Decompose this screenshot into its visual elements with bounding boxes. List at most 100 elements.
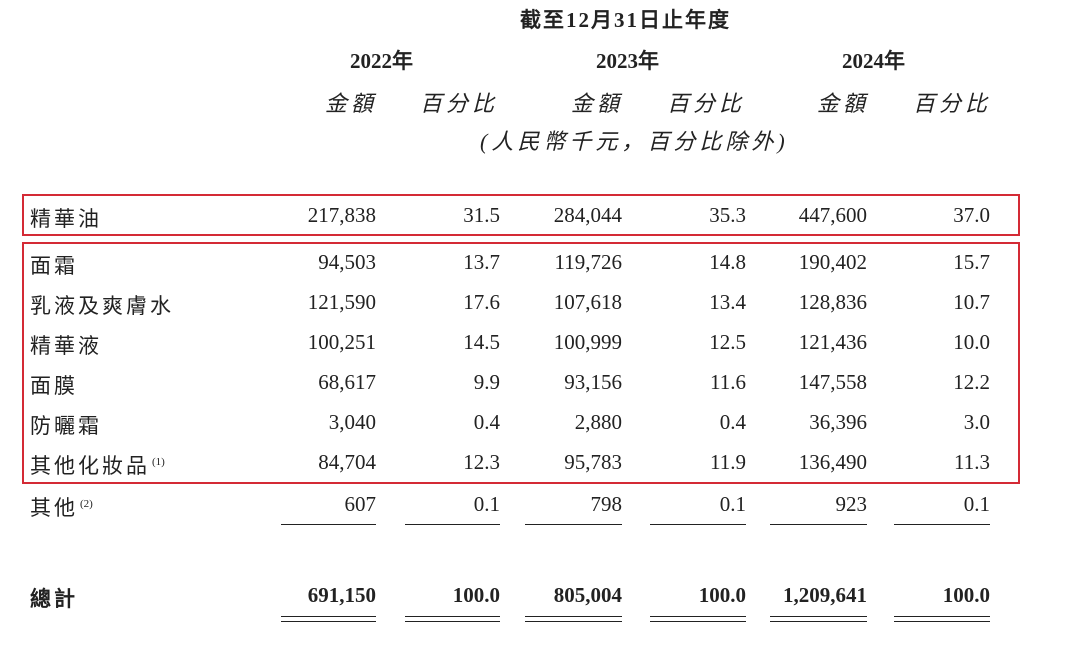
cell-percent-2024: 11.3 bbox=[954, 450, 990, 474]
cell-amount-2024: 36,396 bbox=[809, 410, 867, 434]
rule-total bbox=[525, 621, 622, 622]
row-label-text: 精華液 bbox=[30, 334, 102, 358]
rule-underline bbox=[770, 524, 867, 525]
cell-percent-2024: 10.0 bbox=[953, 330, 990, 354]
cell-amount-2024: 190,402 bbox=[798, 250, 867, 274]
cell-amount-2022: 68,617 bbox=[318, 370, 376, 394]
cell-percent-2022: 17.6 bbox=[463, 290, 500, 314]
cell-percent-2022: 14.5 bbox=[463, 330, 500, 354]
cell-percent-2024: 0.1 bbox=[963, 492, 990, 516]
rule-total bbox=[405, 621, 500, 622]
cell-amount-2022: 100,251 bbox=[307, 330, 376, 354]
cell-percent-2024: 15.7 bbox=[953, 250, 990, 274]
rule-total bbox=[770, 621, 867, 622]
total-label: 總計 bbox=[30, 587, 78, 611]
row-label: 防曬霜 bbox=[30, 410, 102, 440]
total-percent-2024: 100.0 bbox=[942, 583, 990, 607]
rule-underline bbox=[281, 524, 376, 525]
cell-percent-2023: 14.8 bbox=[709, 250, 746, 274]
cell-percent-2024: 12.2 bbox=[953, 370, 990, 394]
cell-amount-2022: 217,838 bbox=[307, 203, 376, 227]
period-header: 截至12月31日止年度 bbox=[520, 8, 731, 32]
year-2024-header: 2024年 bbox=[842, 49, 905, 73]
cell-percent-2023: 12.5 bbox=[709, 330, 746, 354]
row-label: 精華液 bbox=[30, 330, 102, 360]
highlight-box-main bbox=[22, 242, 1020, 484]
cell-amount-2023: 95,783 bbox=[564, 450, 622, 474]
cell-amount-2024: 136,490 bbox=[798, 450, 867, 474]
row-label-text: 其他 bbox=[30, 496, 78, 520]
total-amount-2023: 805,004 bbox=[553, 583, 622, 607]
cell-amount-2022: 121,590 bbox=[307, 290, 376, 314]
footnote-marker: (1) bbox=[152, 456, 165, 468]
col-percent-2022: 百分比 bbox=[420, 91, 499, 116]
rule-total bbox=[650, 616, 746, 617]
row-label: 面霜 bbox=[30, 250, 78, 280]
cell-amount-2023: 100,999 bbox=[553, 330, 622, 354]
cell-amount-2023: 2,880 bbox=[574, 410, 622, 434]
row-label: 其他 (2) bbox=[30, 492, 93, 522]
cell-amount-2024: 121,436 bbox=[798, 330, 867, 354]
cell-amount-2023: 284,044 bbox=[553, 203, 622, 227]
cell-percent-2023: 0.4 bbox=[719, 410, 746, 434]
footnote-marker: (2) bbox=[80, 498, 93, 510]
rule-underline bbox=[894, 524, 990, 525]
cell-amount-2024: 923 bbox=[835, 492, 868, 516]
rule-total bbox=[894, 616, 990, 617]
rule-underline bbox=[405, 524, 500, 525]
col-percent-2024: 百分比 bbox=[913, 91, 992, 116]
cell-amount-2024: 147,558 bbox=[798, 370, 867, 394]
col-amount-2024: 金額 bbox=[817, 91, 870, 116]
row-label-text: 防曬霜 bbox=[30, 414, 102, 438]
row-label-text: 面膜 bbox=[30, 374, 78, 398]
highlight-box-top bbox=[22, 194, 1020, 236]
rule-total bbox=[650, 621, 746, 622]
col-amount-2023: 金額 bbox=[571, 91, 624, 116]
cell-percent-2024: 3.0 bbox=[963, 410, 990, 434]
col-amount-2022: 金額 bbox=[325, 91, 378, 116]
cell-amount-2023: 798 bbox=[590, 492, 623, 516]
cell-percent-2022: 0.4 bbox=[473, 410, 500, 434]
rule-total bbox=[894, 621, 990, 622]
cell-amount-2023: 119,726 bbox=[554, 250, 622, 274]
cell-percent-2024: 10.7 bbox=[953, 290, 990, 314]
rule-underline bbox=[650, 524, 746, 525]
rule-total bbox=[525, 616, 622, 617]
total-amount-2024: 1,209,641 bbox=[783, 583, 867, 607]
rule-total bbox=[281, 621, 376, 622]
row-label: 其他化妝品 (1) bbox=[30, 450, 165, 480]
rule-total bbox=[405, 616, 500, 617]
row-label-text: 乳液及爽膚水 bbox=[30, 294, 174, 318]
cell-percent-2023: 13.4 bbox=[709, 290, 746, 314]
cell-percent-2022: 12.3 bbox=[463, 450, 500, 474]
rule-underline bbox=[525, 524, 622, 525]
row-label-text: 精華油 bbox=[30, 207, 102, 231]
cell-amount-2023: 93,156 bbox=[564, 370, 622, 394]
rule-total bbox=[770, 616, 867, 617]
cell-amount-2023: 107,618 bbox=[553, 290, 622, 314]
row-label: 面膜 bbox=[30, 370, 78, 400]
row-label: 乳液及爽膚水 bbox=[30, 290, 174, 320]
cell-percent-2024: 37.0 bbox=[953, 203, 990, 227]
total-percent-2023: 100.0 bbox=[698, 583, 746, 607]
row-label-text: 面霜 bbox=[30, 254, 78, 278]
cell-percent-2022: 31.5 bbox=[463, 203, 500, 227]
year-2023-header: 2023年 bbox=[596, 49, 659, 73]
cell-percent-2023: 0.1 bbox=[719, 492, 746, 516]
cell-percent-2023: 11.6 bbox=[710, 370, 746, 394]
cell-percent-2022: 9.9 bbox=[473, 370, 500, 394]
cell-amount-2022: 94,503 bbox=[318, 250, 376, 274]
cell-amount-2022: 607 bbox=[344, 492, 377, 516]
col-percent-2023: 百分比 bbox=[667, 91, 746, 116]
total-percent-2022: 100.0 bbox=[452, 583, 500, 607]
unit-note: (人民幣千元，百分比除外) bbox=[480, 129, 789, 154]
year-2022-header: 2022年 bbox=[350, 49, 413, 73]
row-label-text: 其他化妝品 bbox=[30, 454, 150, 478]
cell-percent-2023: 11.9 bbox=[710, 450, 746, 474]
rule-total bbox=[281, 616, 376, 617]
cell-percent-2022: 13.7 bbox=[463, 250, 500, 274]
cell-percent-2023: 35.3 bbox=[709, 203, 746, 227]
cell-percent-2022: 0.1 bbox=[473, 492, 500, 516]
cell-amount-2024: 128,836 bbox=[798, 290, 867, 314]
cell-amount-2024: 447,600 bbox=[798, 203, 867, 227]
